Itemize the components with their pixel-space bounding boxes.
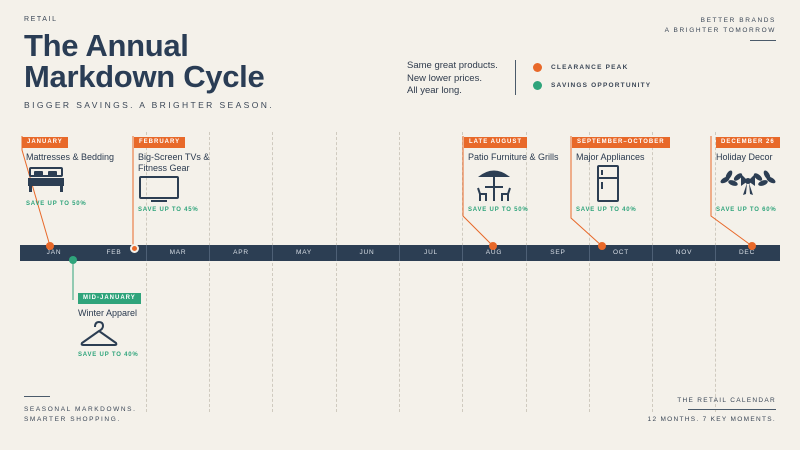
gridline — [589, 132, 590, 412]
clearance-dot-icon — [533, 63, 542, 72]
event-tag-january: JANUARY — [22, 137, 68, 148]
footer-left: SEASONAL MARKDOWNS. SMARTER SHOPPING. — [24, 405, 137, 425]
month-label: OCT — [612, 249, 630, 256]
event-save-february: SAVE UP TO 45% — [138, 207, 199, 213]
month-divider — [589, 245, 590, 261]
wreath-bow-icon — [720, 170, 776, 195]
brand-line-2: A BRIGHTER TOMORROW — [664, 27, 776, 34]
clearance-marker-sep-oct — [598, 242, 606, 250]
month-divider — [399, 245, 400, 261]
gridline — [652, 132, 653, 412]
kicker-label: RETAIL — [24, 16, 58, 23]
brand-rule — [750, 40, 776, 41]
legend-item-opportunity: SAVINGS OPPORTUNITY — [533, 81, 651, 90]
tagline: Same great products. New lower prices. A… — [407, 60, 498, 98]
event-tag-december: DECEMBER 26 — [716, 137, 780, 148]
month-label: MAR — [169, 249, 187, 256]
event-save-january: SAVE UP TO 50% — [26, 201, 87, 207]
legend-label: SAVINGS OPPORTUNITY — [551, 82, 652, 89]
month-label: SEP — [550, 249, 566, 256]
brand-block: BETTER BRANDS A BRIGHTER TOMORROW — [665, 16, 776, 36]
month-label: JAN — [46, 249, 62, 256]
event-title-december: Holiday Decor — [716, 152, 773, 162]
tv-icon — [139, 176, 179, 202]
gridline — [526, 132, 527, 412]
event-title-late-august: Patio Furniture & Grills — [468, 152, 559, 162]
opportunity-dot-icon — [533, 81, 542, 90]
event-save-mid-january: SAVE UP TO 40% — [78, 352, 139, 358]
footer-left-rule — [24, 396, 50, 397]
month-label: JUL — [424, 249, 438, 256]
footer-left-line-2: SMARTER SHOPPING. — [24, 416, 121, 423]
tagline-line: All year long. — [407, 85, 462, 96]
month-label: AUG — [485, 249, 503, 256]
month-label: DEC — [738, 249, 756, 256]
title-line-1: The Annual — [24, 28, 189, 63]
patio-umbrella-icon — [477, 170, 511, 201]
event-save-sep-oct: SAVE UP TO 40% — [576, 207, 637, 213]
month-label: APR — [233, 249, 249, 256]
month-divider — [272, 245, 273, 261]
legend-label: CLEARANCE PEAK — [551, 64, 629, 71]
event-tag-sep-oct: SEPTEMBER–OCTOBER — [572, 137, 670, 148]
month-divider — [336, 245, 337, 261]
month-divider — [526, 245, 527, 261]
month-label: FEB — [106, 249, 122, 256]
legend-item-clearance: CLEARANCE PEAK — [533, 63, 628, 72]
page-subtitle: BIGGER SAVINGS. A BRIGHTER SEASON. — [24, 100, 275, 110]
footer-left-line-1: SEASONAL MARKDOWNS. — [24, 406, 137, 413]
footer-right-rule — [688, 409, 776, 410]
clearance-marker-january — [46, 242, 54, 250]
event-save-late-august: SAVE UP TO 50% — [468, 207, 529, 213]
event-tag-late-august: LATE AUGUST — [464, 137, 527, 148]
month-divider — [462, 245, 463, 261]
brand-line-1: BETTER BRANDS — [700, 17, 776, 24]
bed-icon — [28, 167, 64, 192]
event-title-sep-oct: Major Appliances — [576, 152, 645, 162]
gridline — [336, 132, 337, 412]
gridline — [462, 132, 463, 412]
month-label: JUN — [359, 249, 375, 256]
event-title-february: Big-Screen TVs & Fitness Gear — [138, 152, 210, 173]
gridline — [146, 132, 147, 412]
tagline-line: Same great products. — [407, 60, 498, 71]
event-title-january: Mattresses & Bedding — [26, 152, 115, 162]
clearance-marker-august — [489, 242, 497, 250]
connector-december — [710, 136, 753, 247]
footer-right-sub: 12 MONTHS. 7 KEY MOMENTS. — [647, 416, 776, 423]
hanger-icon — [80, 321, 118, 346]
title-line-2: Markdown Cycle — [24, 59, 265, 94]
gridline — [399, 132, 400, 412]
month-divider — [146, 245, 147, 261]
event-tag-mid-january: MID-JANUARY — [78, 293, 141, 304]
event-title-mid-january: Winter Apparel — [78, 308, 138, 318]
month-label: MAY — [295, 249, 312, 256]
tagline-line: New lower prices. — [407, 72, 482, 84]
tagline-divider — [515, 60, 516, 95]
connector-sep-oct — [570, 136, 603, 247]
month-divider — [715, 245, 716, 261]
gridline — [209, 132, 210, 412]
event-save-december: SAVE UP TO 60% — [716, 207, 777, 213]
month-label: NOV — [675, 249, 693, 256]
clearance-marker-december — [748, 242, 756, 250]
clearance-marker-february — [130, 244, 139, 253]
refrigerator-icon — [597, 165, 619, 202]
gridline — [715, 132, 716, 412]
month-divider — [652, 245, 653, 261]
event-tag-february: FEBRUARY — [134, 137, 186, 148]
gridline — [272, 132, 273, 412]
opportunity-marker-mid-january — [69, 256, 77, 264]
page-title: The Annual Markdown Cycle — [24, 28, 265, 94]
month-divider — [209, 245, 210, 261]
footer-right-title: THE RETAIL CALENDAR — [677, 397, 776, 404]
month-axis: JAN MAR APR MAY JUN JUL AUG SEP OCT NOV … — [20, 245, 780, 261]
connector-late-august — [462, 136, 494, 247]
